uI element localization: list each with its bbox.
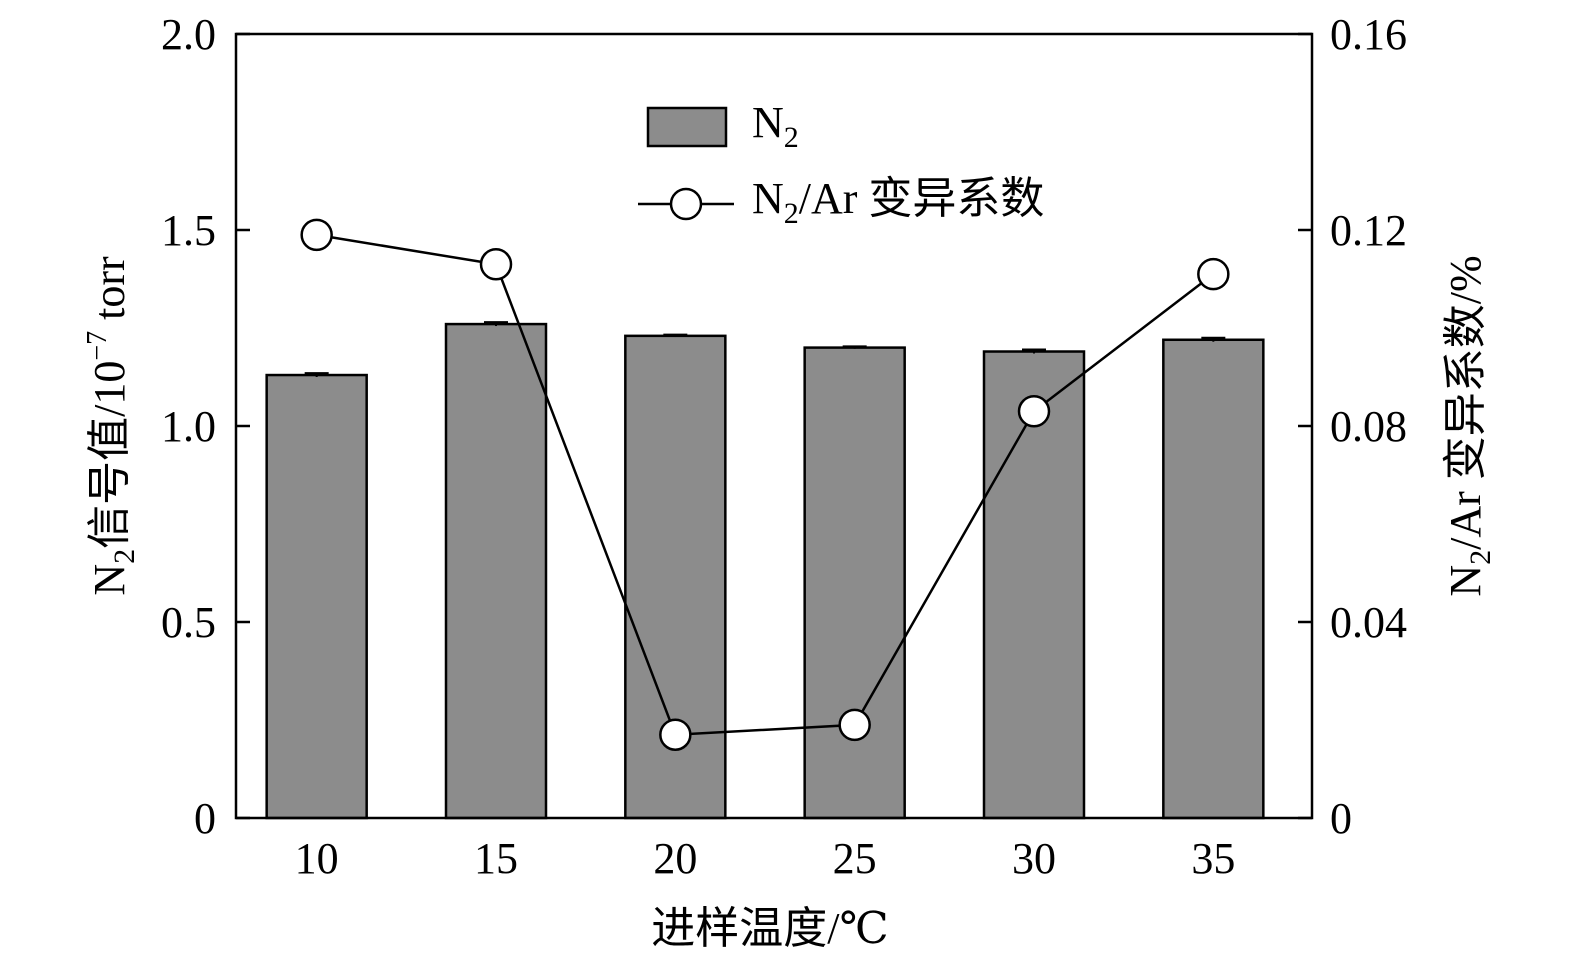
- y-right-tick-label: 0: [1330, 794, 1352, 843]
- y-left-n: N: [85, 564, 134, 596]
- x-tick-label: 10: [295, 834, 339, 883]
- bar-series: [265, 322, 1265, 820]
- y-left-mid: 信号值/10: [85, 361, 134, 549]
- legend-line-label: N2/Ar 变异系数: [752, 174, 1044, 230]
- y-left-sup: −7: [82, 331, 113, 361]
- line-point-10: [300, 218, 333, 252]
- y-right-n: N: [1441, 565, 1490, 597]
- x-tick-label: 35: [1191, 834, 1235, 883]
- bar-25: [803, 346, 906, 820]
- x-tick-label: 30: [1012, 834, 1056, 883]
- legend: N2 N2/Ar 变异系数: [638, 98, 1044, 230]
- x-axis-title: 进样温度/℃: [651, 904, 888, 953]
- tick-labels: 0 0.5 1.0 1.5 2.0 0 0.04 0.08 0.12 0.16 10 15 20 25 30…: [161, 10, 1407, 883]
- line-point-25: [838, 708, 871, 742]
- legend-line-marker: [669, 187, 703, 221]
- y-left-tick-label: 1.5: [161, 206, 216, 255]
- y-right-tick-label: 0.04: [1330, 598, 1407, 647]
- y-left-tick-label: 0.5: [161, 598, 216, 647]
- y-right-tick-label: 0.12: [1330, 206, 1407, 255]
- bar-15: [444, 322, 548, 820]
- bar-10: [265, 373, 368, 820]
- y-right-sub: 2: [1464, 550, 1497, 565]
- plot-frame: [234, 32, 1314, 820]
- y-axis-left-title: N2信号值/10−7 torr: [82, 256, 141, 596]
- y-left-tick-label: 2.0: [161, 10, 216, 59]
- line-point-30: [1017, 395, 1051, 428]
- legend-bar-label: N2: [752, 98, 799, 154]
- line-point-20: [659, 718, 692, 751]
- y-axis-right-title: N2/Ar 变异系数/%: [1441, 255, 1497, 596]
- x-tick-label: 15: [474, 834, 518, 883]
- error-bars: [304, 321, 1226, 377]
- bar-30: [982, 350, 1086, 820]
- y-left-sub: 2: [108, 549, 141, 564]
- y-right-post: /Ar 变异系数/%: [1441, 255, 1490, 550]
- line-point-15: [479, 248, 513, 281]
- axis-ticks: [236, 32, 1312, 820]
- bar-35: [1162, 338, 1265, 820]
- y-left-post: torr: [85, 256, 134, 331]
- legend-bar-swatch: [646, 106, 728, 148]
- y-right-tick-label: 0.08: [1330, 402, 1407, 451]
- y-left-tick-label: 0: [194, 794, 216, 843]
- x-tick-label: 25: [833, 834, 877, 883]
- y-left-tick-label: 1.0: [161, 402, 216, 451]
- line-point-35: [1197, 257, 1230, 291]
- y-right-tick-label: 0.16: [1330, 10, 1407, 59]
- x-tick-label: 20: [653, 834, 697, 883]
- line-path: [316, 233, 1215, 736]
- line-series: [300, 218, 1230, 751]
